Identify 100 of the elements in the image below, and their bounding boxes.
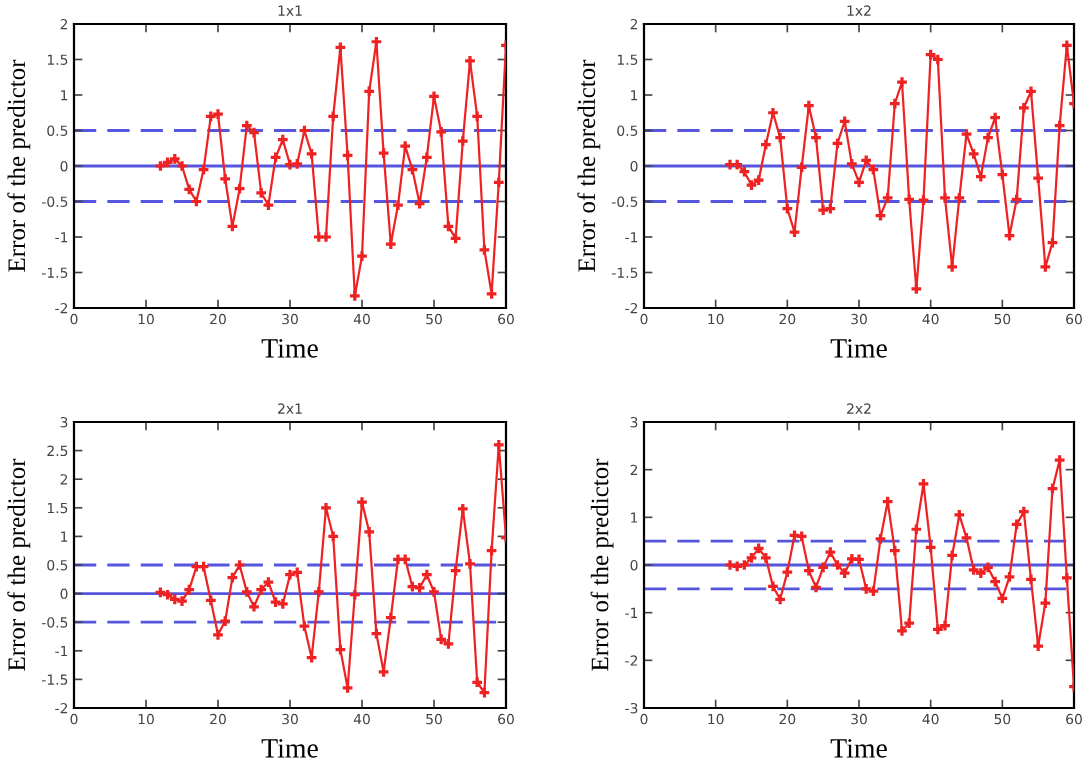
point (285, 569, 295, 580)
point (364, 86, 375, 97)
point (1040, 598, 1051, 608)
point (1040, 261, 1051, 272)
point (479, 244, 490, 255)
point (725, 560, 735, 570)
point (364, 526, 375, 537)
point (918, 479, 929, 489)
point (954, 193, 965, 203)
point (184, 584, 195, 595)
point (313, 587, 324, 597)
point (1018, 506, 1029, 517)
point (335, 644, 346, 655)
point (768, 581, 778, 592)
y-axis-title: Error of the predictor (577, 59, 601, 272)
point (861, 583, 872, 594)
x-axis-title: Time (830, 338, 887, 358)
point (947, 550, 958, 561)
point (328, 531, 339, 542)
point (839, 568, 850, 578)
point (760, 139, 771, 150)
point (990, 576, 1001, 587)
point (932, 624, 943, 635)
point (882, 496, 893, 507)
point (811, 582, 821, 593)
point (983, 562, 993, 573)
point (746, 180, 757, 191)
point (875, 210, 886, 221)
point (241, 587, 252, 597)
point (443, 221, 454, 232)
x-axis-title: Time (261, 338, 318, 358)
point (889, 98, 900, 109)
point (436, 127, 447, 137)
point (818, 205, 829, 215)
point (213, 109, 223, 120)
point (796, 531, 807, 542)
point (155, 161, 166, 171)
point (839, 116, 850, 127)
point (285, 159, 295, 170)
point (400, 554, 411, 565)
point (292, 159, 303, 169)
point (904, 194, 915, 205)
point (832, 138, 843, 149)
point (205, 111, 216, 122)
point (357, 497, 367, 507)
point (306, 149, 317, 159)
point (975, 171, 986, 182)
point (385, 239, 396, 249)
point (997, 593, 1008, 604)
point (768, 107, 778, 118)
point (414, 583, 425, 593)
point (818, 562, 829, 573)
point (321, 502, 331, 513)
point (220, 173, 231, 184)
point (450, 565, 461, 576)
point (169, 154, 180, 164)
point (342, 150, 353, 161)
point (493, 440, 504, 450)
point (775, 132, 786, 143)
point (897, 625, 907, 636)
point (493, 177, 504, 188)
point (457, 504, 468, 514)
point (1011, 519, 1022, 530)
point (1061, 573, 1072, 583)
point (875, 533, 886, 544)
y-axis-title: Error of the predictor (7, 458, 31, 671)
point (904, 618, 915, 629)
point (918, 195, 929, 205)
point (760, 552, 771, 563)
point (811, 132, 821, 143)
point (739, 560, 750, 570)
point (321, 232, 331, 242)
point (177, 596, 187, 606)
point (1061, 40, 1072, 51)
point (746, 552, 757, 563)
point (378, 148, 389, 159)
point (429, 91, 439, 102)
point (465, 56, 475, 66)
point (457, 136, 468, 147)
point (472, 677, 483, 688)
point (932, 54, 943, 65)
point (940, 620, 950, 631)
point (868, 586, 879, 597)
point (868, 164, 879, 175)
point (486, 545, 497, 556)
point (832, 560, 843, 570)
point (753, 175, 764, 186)
point (421, 152, 432, 163)
point (465, 558, 475, 569)
point (1026, 86, 1036, 97)
point (184, 184, 195, 195)
point (1011, 194, 1022, 205)
point (803, 100, 814, 111)
point (241, 120, 252, 131)
point (997, 169, 1008, 180)
point (975, 568, 986, 578)
point (292, 567, 303, 578)
point (436, 634, 447, 645)
point (990, 112, 1001, 123)
point (968, 149, 979, 159)
